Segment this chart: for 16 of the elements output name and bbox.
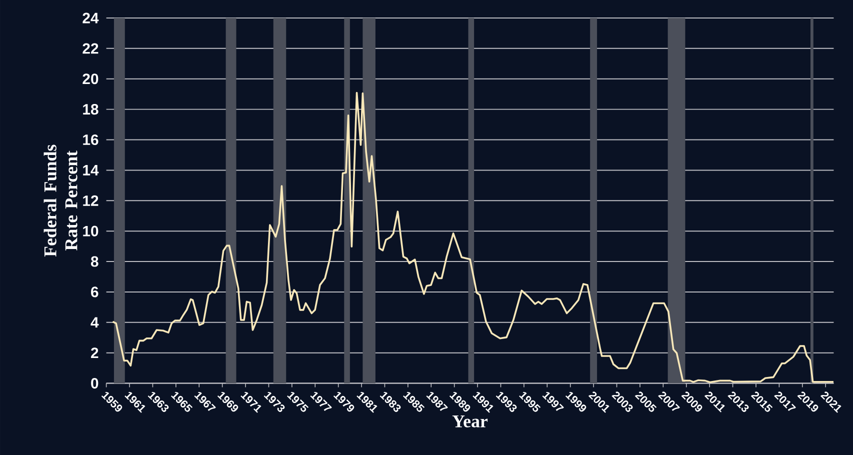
y-tick-label: 0 bbox=[91, 378, 98, 389]
y-tick-label: 2 bbox=[90, 348, 98, 358]
y-tick-label: 6 bbox=[91, 286, 98, 298]
y-tick-label: 14 bbox=[83, 165, 99, 176]
y-tick-label: 4 bbox=[90, 317, 99, 328]
y-axis-title: Federal Funds Rate Percent bbox=[44, 144, 78, 257]
y-tick-label: 8 bbox=[90, 256, 98, 267]
line-series bbox=[112, 92, 834, 384]
y-tick-label: 22 bbox=[82, 43, 98, 54]
y-tick-label: 10 bbox=[83, 226, 98, 236]
y-tick-label: 24 bbox=[82, 12, 99, 24]
y-tick-label: 18 bbox=[83, 104, 98, 115]
y-tick-label: 20 bbox=[82, 74, 98, 84]
x-axis-title: Year bbox=[452, 415, 488, 428]
y-tick-label: 12 bbox=[83, 195, 98, 206]
y-tick-label: 16 bbox=[83, 134, 98, 146]
